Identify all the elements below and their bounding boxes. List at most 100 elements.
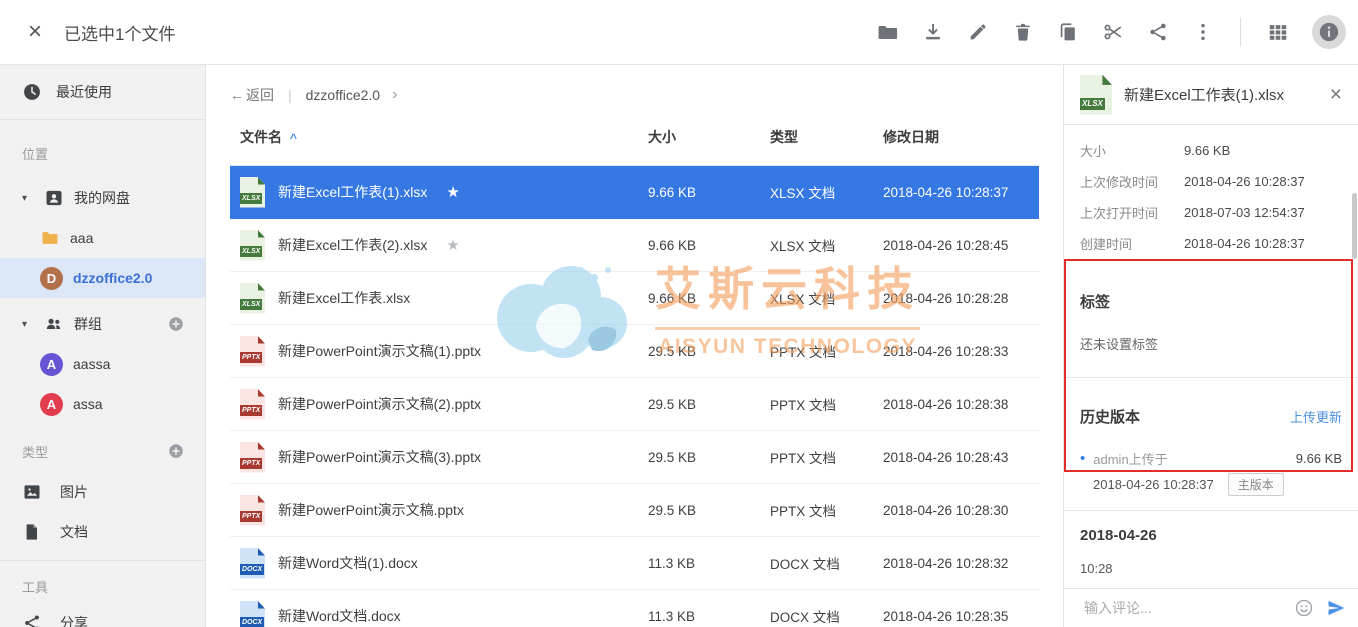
groups-icon [46, 318, 61, 329]
share-tool-label: 分享 [60, 615, 88, 627]
file-type: DOCX 文档 [770, 557, 840, 572]
folder-aaa-label: aaa [70, 230, 94, 246]
comment-input[interactable] [1084, 600, 1282, 616]
file-type: DOCX 文档 [770, 610, 840, 625]
back-button[interactable]: ← 返回 [230, 87, 274, 103]
table-row[interactable]: DOCX 新建Word文档.docx 11.3 KB DOCX 文档 2018-… [230, 590, 1039, 627]
breadcrumb-current-folder[interactable]: dzzoffice2.0 [305, 87, 381, 103]
images-icon [24, 485, 40, 499]
sidebar-item-dzzoffice[interactable]: D dzzoffice2.0 [0, 258, 205, 298]
file-name: 新建Excel工作表(1).xlsx [278, 184, 428, 200]
back-arrow-icon: ← [230, 87, 244, 103]
sidebar-item-share[interactable]: 分享 [0, 603, 205, 627]
caret-down-icon[interactable]: ▾ [22, 192, 28, 204]
caret-down-icon[interactable]: ▾ [22, 318, 28, 330]
file-name: 新建Excel工作表.xlsx [278, 290, 411, 306]
share-tool-icon [25, 615, 39, 627]
table-row[interactable]: XLSX 新建Excel工作表.xlsx 9.66 KB XLSX 文档 201… [230, 272, 1039, 325]
clock-icon [24, 84, 40, 100]
sidebar-item-folder-aaa[interactable]: aaa [0, 218, 205, 258]
property-value: 2018-07-03 12:54:37 [1184, 205, 1305, 220]
table-row[interactable]: XLSX 新建Excel工作表(1).xlsx ★ 9.66 KB XLSX 文… [230, 166, 1039, 219]
file-type-icon: XLSX [240, 176, 265, 208]
versions-heading: 历史版本 [1080, 409, 1141, 426]
send-comment-icon[interactable] [1326, 598, 1346, 618]
emoji-icon[interactable] [1294, 598, 1314, 618]
table-row[interactable]: XLSX 新建Excel工作表(2).xlsx ★ 9.66 KB XLSX 文… [230, 219, 1039, 272]
sidebar-item-my-drive[interactable]: ▾ 我的网盘 [0, 178, 205, 218]
column-header-name[interactable]: 文件名 ^ [240, 129, 298, 145]
file-type: XLSX 文档 [770, 292, 836, 307]
add-type-icon[interactable] [167, 442, 185, 460]
column-header-type[interactable]: 类型 [770, 129, 798, 145]
property-label: 大小 [1080, 144, 1107, 159]
download-icon[interactable] [922, 21, 944, 43]
version-date: 2018-04-26 10:28:37 [1093, 477, 1214, 492]
add-group-icon[interactable] [167, 315, 185, 333]
sidebar-item-groups[interactable]: ▾ 群组 [0, 304, 205, 344]
main-version-badge[interactable]: 主版本 [1227, 473, 1284, 496]
sidebar-item-recent[interactable]: 最近使用 [0, 65, 205, 120]
info-icon[interactable] [1312, 15, 1346, 49]
file-type-icon: PPTX [240, 441, 265, 473]
sidebar-divider [0, 560, 205, 561]
file-date: 2018-04-26 10:28:38 [883, 396, 1009, 412]
top-toolbar: × 已选中1个文件 [0, 0, 1358, 65]
sidebar-item-documents[interactable]: 文档 [0, 512, 205, 552]
property-row: 上次修改时间 2018-04-26 10:28:37 [1080, 166, 1342, 197]
comment-bar [1064, 588, 1358, 627]
copy-icon[interactable] [1057, 21, 1079, 43]
panel-close-icon[interactable]: × [1329, 83, 1342, 106]
column-header-size[interactable]: 大小 [648, 129, 676, 145]
property-label: 上次修改时间 [1080, 175, 1159, 190]
delete-trash-icon[interactable] [1012, 21, 1034, 43]
clear-selection-close-icon[interactable]: × [28, 18, 43, 45]
file-name: 新建Excel工作表(2).xlsx [278, 237, 428, 253]
grid-view-icon[interactable] [1267, 21, 1289, 43]
table-row[interactable]: PPTX 新建PowerPoint演示文稿(3).pptx 29.5 KB PP… [230, 431, 1039, 484]
documents-icon [26, 524, 37, 540]
share-icon[interactable] [1147, 21, 1169, 43]
property-row: 上次打开时间 2018-07-03 12:54:37 [1080, 197, 1342, 228]
file-rows: XLSX 新建Excel工作表(1).xlsx ★ 9.66 KB XLSX 文… [230, 166, 1039, 627]
more-options-icon[interactable] [1192, 21, 1214, 43]
file-type-icon: PPTX [240, 335, 265, 367]
favorite-star-icon[interactable]: ★ [446, 184, 460, 201]
tags-empty-text: 还未设置标签 [1080, 337, 1159, 352]
table-row[interactable]: PPTX 新建PowerPoint演示文稿(2).pptx 29.5 KB PP… [230, 378, 1039, 431]
column-header-date[interactable]: 修改日期 [883, 129, 939, 145]
file-type-icon: XLSX [240, 282, 265, 314]
file-size: 9.66 KB [648, 184, 697, 200]
location-section-label: 位置 [22, 146, 49, 162]
sidebar-item-group-assa[interactable]: A assa [0, 384, 205, 424]
property-row: 大小 9.66 KB [1080, 135, 1342, 166]
activity-date: 2018-04-26 [1080, 527, 1157, 544]
panel-scrollbar[interactable] [1352, 193, 1357, 259]
tags-heading: 标签 [1080, 294, 1111, 311]
my-drive-icon [46, 190, 62, 206]
detail-panel: XLSX 新建Excel工作表(1).xlsx × 大小 9.66 KB 上次修… [1063, 65, 1358, 627]
favorite-star-icon[interactable]: ★ [446, 237, 460, 254]
dzzoffice-label: dzzoffice2.0 [73, 270, 153, 286]
file-type-icon: PPTX [240, 494, 265, 526]
file-date: 2018-04-26 10:28:28 [883, 290, 1009, 306]
file-name: 新建PowerPoint演示文稿(2).pptx [278, 396, 482, 412]
version-entry: • admin上传于 9.66 KB [1080, 449, 1342, 468]
move-to-folder-icon[interactable] [877, 21, 899, 43]
table-row[interactable]: PPTX 新建PowerPoint演示文稿(1).pptx 29.5 KB PP… [230, 325, 1039, 378]
sidebar: 最近使用 位置 ▾ 我的网盘 aaa D dzzoffice2.0 ▾ 群组 [0, 65, 206, 627]
upload-update-link[interactable]: 上传更新 [1289, 410, 1342, 425]
file-size: 11.3 KB [648, 555, 696, 571]
table-row[interactable]: PPTX 新建PowerPoint演示文稿.pptx 29.5 KB PPTX … [230, 484, 1039, 537]
sidebar-item-group-aassa[interactable]: A aassa [0, 344, 205, 384]
table-row[interactable]: DOCX 新建Word文档(1).docx 11.3 KB DOCX 文档 20… [230, 537, 1039, 590]
property-value: 9.66 KB [1184, 143, 1231, 158]
rename-pencil-icon[interactable] [967, 21, 989, 43]
group-assa-label: assa [73, 396, 103, 412]
property-value: 2018-04-26 10:28:37 [1184, 174, 1305, 189]
detail-file-title: 新建Excel工作表(1).xlsx [1124, 87, 1285, 104]
cut-scissors-icon[interactable] [1102, 21, 1124, 43]
file-table: 文件名 ^ 大小 类型 修改日期 XLSX 新建Excel工作表(1).xlsx … [230, 127, 1039, 627]
sidebar-item-images[interactable]: 图片 [0, 472, 205, 512]
